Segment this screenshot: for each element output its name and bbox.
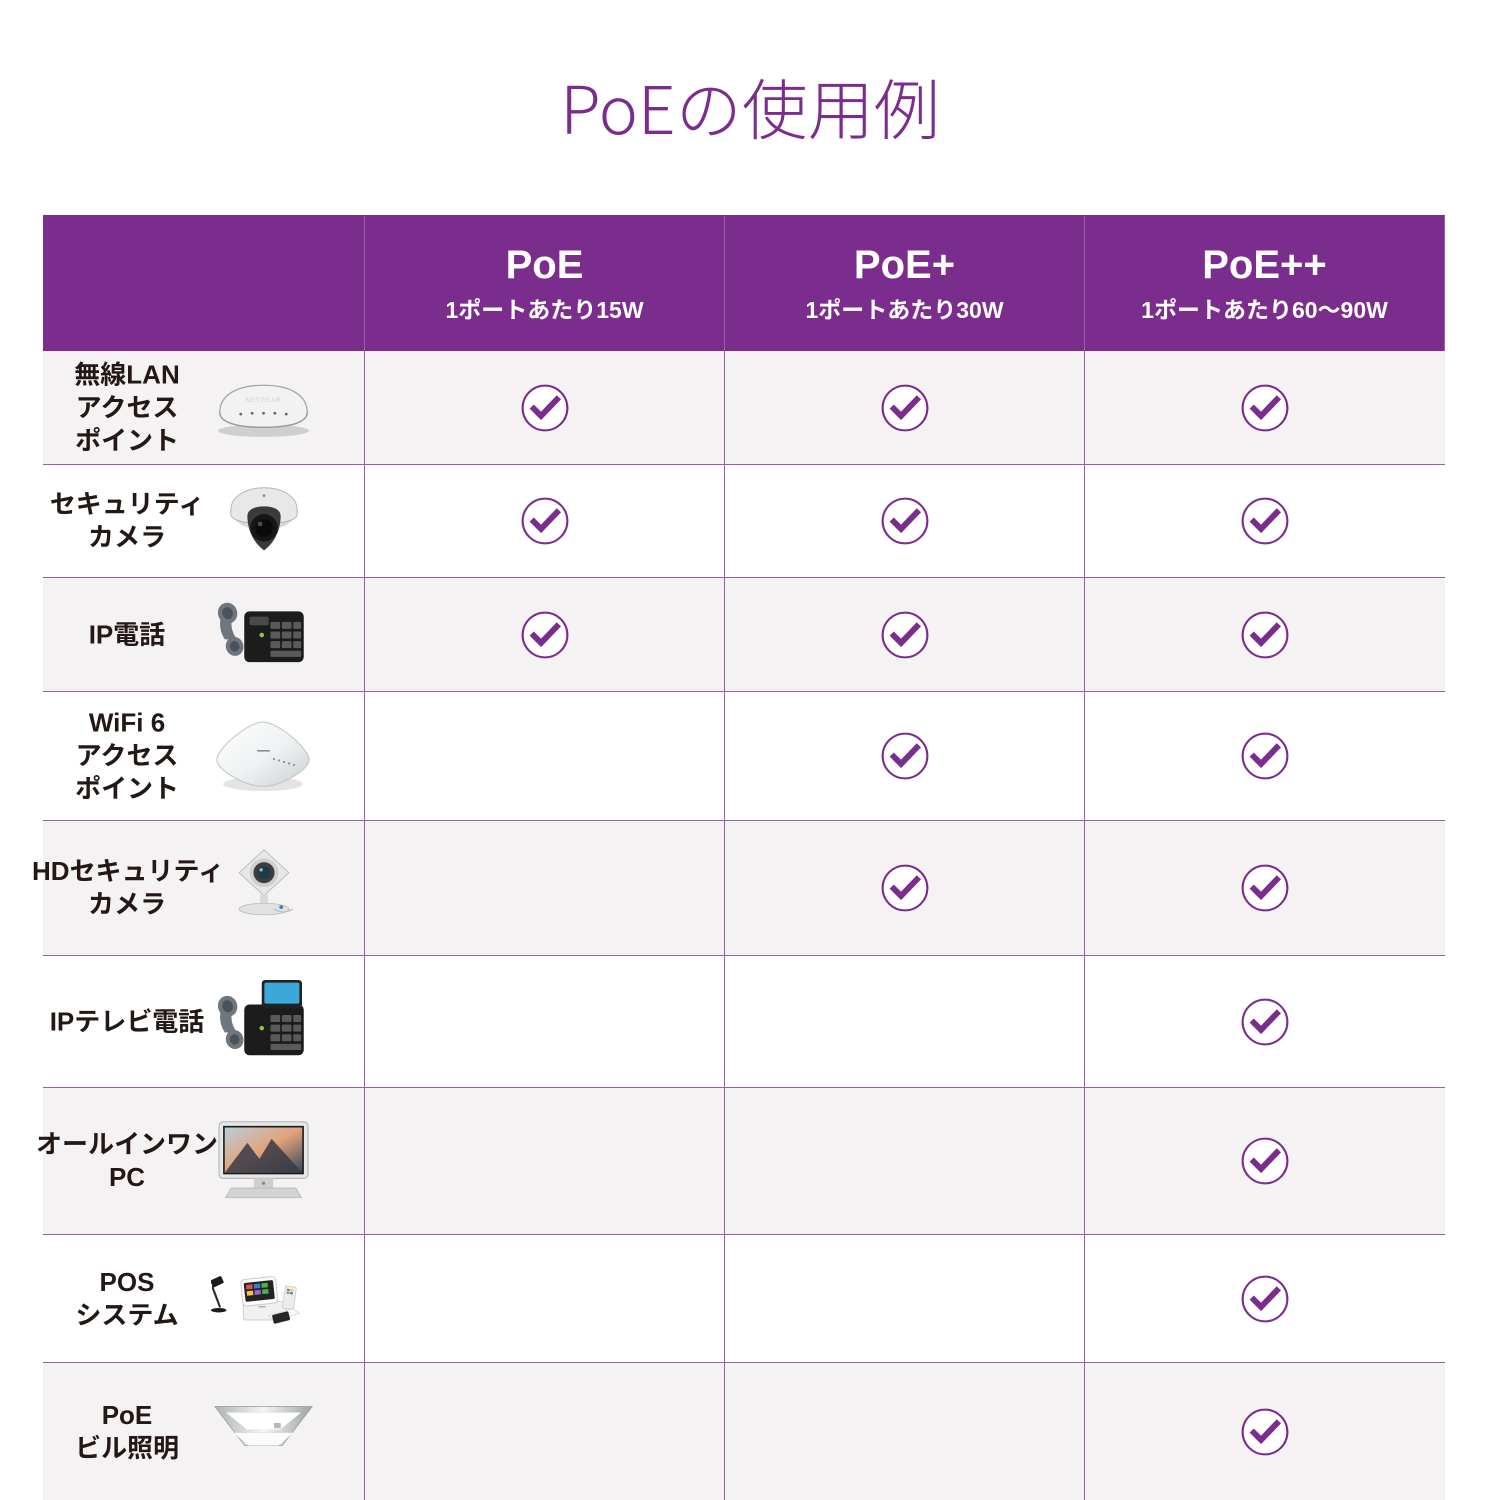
svg-text:NETGEAR: NETGEAR (246, 396, 282, 403)
